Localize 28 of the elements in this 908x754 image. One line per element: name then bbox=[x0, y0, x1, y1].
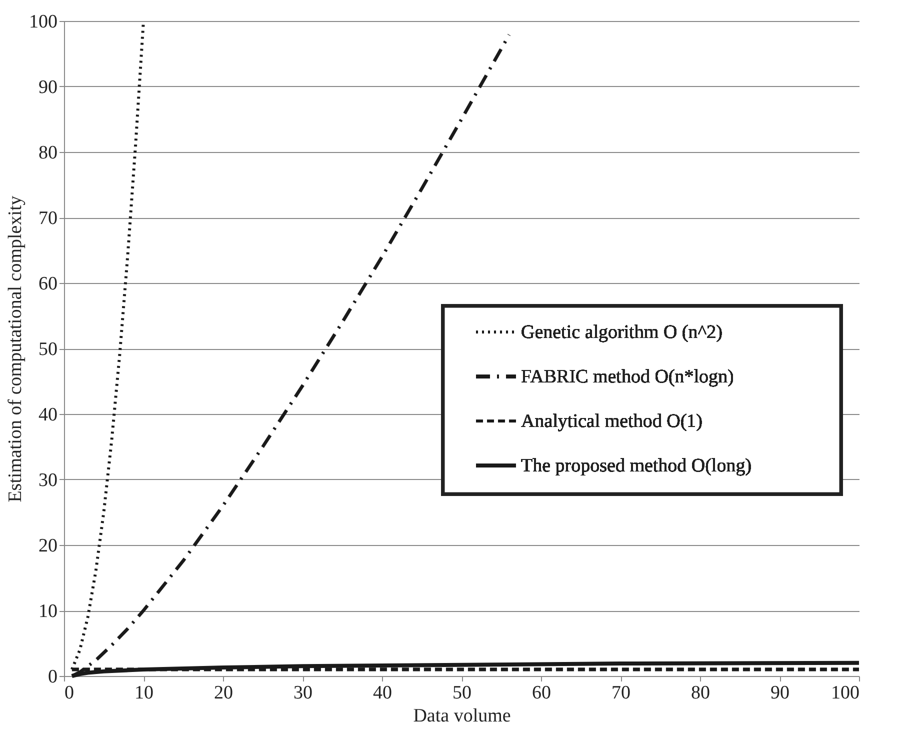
x-tick-label: 30 bbox=[294, 682, 312, 704]
x-tick-label: 100 bbox=[831, 682, 860, 704]
y-tick-label: 20 bbox=[38, 536, 58, 556]
legend-label: Genetic algorithm O (n^2) bbox=[521, 322, 722, 343]
y-tick-label: 80 bbox=[38, 142, 58, 164]
x-tick-label: 60 bbox=[532, 682, 551, 704]
y-tick-label: 60 bbox=[38, 274, 58, 294]
x-tick-label: 40 bbox=[373, 682, 392, 704]
y-tick-label: 40 bbox=[38, 404, 58, 426]
x-tick-label: 70 bbox=[612, 682, 630, 704]
y-tick-label: 0 bbox=[48, 666, 58, 688]
legend-label: The proposed method O(long) bbox=[521, 456, 752, 476]
x-tick-label: 80 bbox=[691, 682, 710, 704]
y-tick-label: 30 bbox=[38, 470, 58, 491]
x-tick-label: 20 bbox=[214, 682, 233, 704]
x-axis-title: Data volume bbox=[413, 706, 511, 726]
y-tick-label: 100 bbox=[29, 12, 58, 32]
legend-label: Analytical method O(1) bbox=[521, 411, 703, 432]
x-tick-label: 10 bbox=[134, 682, 154, 704]
y-tick-label: 50 bbox=[38, 339, 58, 360]
x-tick-label: 90 bbox=[770, 682, 790, 704]
y-tick-label: 10 bbox=[38, 601, 58, 622]
y-tick-label: 90 bbox=[38, 77, 58, 98]
legend-label: FABRIC method O(n*logn) bbox=[521, 366, 734, 388]
y-axis-title: Estimation of computational complexity bbox=[5, 195, 26, 502]
x-tick-label: 50 bbox=[452, 682, 472, 704]
x-tick-label: 0 bbox=[64, 682, 74, 704]
y-tick-label: 70 bbox=[38, 208, 58, 229]
